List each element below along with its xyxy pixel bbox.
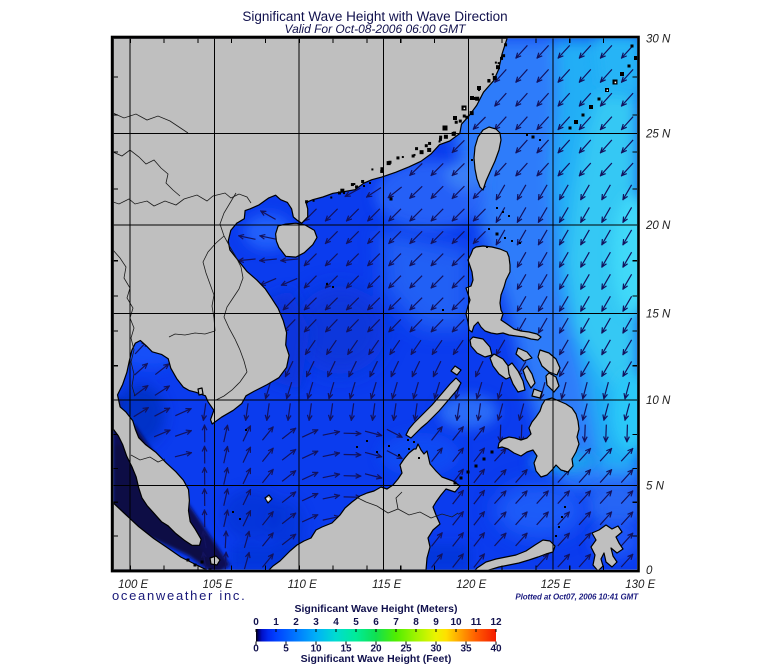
svg-text:30: 30 [430,644,442,655]
svg-text:40: 40 [490,644,502,655]
svg-text:110 E: 110 E [288,579,318,591]
svg-text:20: 20 [370,644,382,655]
svg-text:8: 8 [413,617,419,628]
svg-text:Plotted at Oct07, 2006 10:41 G: Plotted at Oct07, 2006 10:41 GMT [515,593,639,602]
svg-text:125 E: 125 E [541,579,571,591]
svg-text:0: 0 [646,565,653,577]
svg-text:25: 25 [400,644,412,655]
svg-text:Significant Wave Height (Meter: Significant Wave Height (Meters) [295,603,458,615]
svg-text:4: 4 [333,617,339,628]
svg-text:7: 7 [393,617,399,628]
svg-text:120 E: 120 E [456,579,486,591]
svg-text:10: 10 [310,644,322,655]
svg-text:10: 10 [450,617,462,628]
svg-text:Significant Wave Height (Feet): Significant Wave Height (Feet) [301,653,452,665]
svg-text:10 N: 10 N [646,395,671,407]
svg-text:oceanweather inc.: oceanweather inc. [112,588,246,603]
svg-text:100 E: 100 E [118,579,148,591]
svg-text:Significant Wave Height with W: Significant Wave Height with Wave Direct… [242,9,507,24]
svg-text:5: 5 [353,617,359,628]
svg-text:11: 11 [471,617,482,628]
svg-text:105 E: 105 E [203,579,233,591]
svg-text:30 N: 30 N [646,33,671,45]
svg-text:2: 2 [293,617,299,628]
svg-text:12: 12 [490,617,502,628]
svg-text:20 N: 20 N [645,220,671,232]
svg-text:5: 5 [283,644,289,655]
svg-text:1: 1 [273,617,279,628]
svg-text:9: 9 [433,617,439,628]
svg-text:0: 0 [253,644,259,655]
svg-text:3: 3 [313,617,319,628]
svg-text:Valid For Oct-08-2006 06:00 GM: Valid For Oct-08-2006 06:00 GMT [285,22,468,36]
svg-text:0: 0 [253,617,259,628]
svg-text:15 N: 15 N [646,309,671,321]
svg-text:15: 15 [340,644,352,655]
svg-text:25 N: 25 N [645,129,671,141]
svg-text:6: 6 [373,617,379,628]
svg-text:115 E: 115 E [372,579,402,591]
svg-text:130 E: 130 E [625,579,655,591]
svg-text:5 N: 5 N [646,480,665,492]
svg-text:35: 35 [460,644,472,655]
